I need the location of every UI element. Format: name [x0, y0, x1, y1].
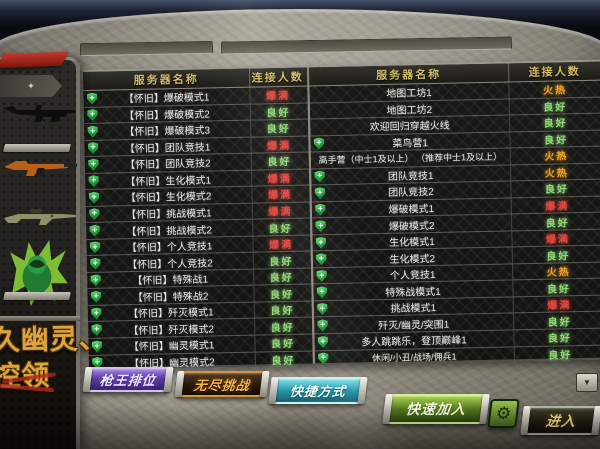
quick-join-button[interactable]: 快速加入: [382, 394, 490, 424]
server-load-status: 良好: [249, 103, 307, 120]
column-header-player-count: 连接人数: [507, 61, 600, 82]
button-label: 无尽挑战: [192, 377, 251, 393]
promo-banner-text: 久幽灵、 控领: [0, 321, 108, 395]
gear-icon: ⚙: [494, 403, 513, 423]
server-load-status: 良好: [250, 119, 307, 137]
black-rifle-image: [3, 105, 75, 122]
server-load-status: 良好: [254, 334, 311, 352]
server-load-status: 爆满: [511, 229, 600, 247]
server-load-status: 爆满: [250, 136, 307, 153]
server-load-status: 爆满: [249, 86, 306, 104]
server-load-status: 爆满: [251, 169, 308, 186]
server-name: 休闲/小丑/战场/佣兵1: [371, 351, 457, 364]
button-label: 快速加入: [405, 401, 467, 417]
endless-challenge-button[interactable]: 无尽挑战: [174, 371, 270, 397]
server-load-status: 良好: [508, 113, 600, 132]
server-load-status: 火热: [509, 163, 600, 181]
button-end-cap: [82, 367, 93, 392]
server-load-status: 良好: [509, 130, 600, 148]
server-load-status: 良好: [511, 245, 600, 264]
server-table-main: 服务器名称 连接人数 地图工坊1 火热 地图工坊2 良好 欢迎回归穿越火线 良好 + 菜鸟营1…: [306, 61, 600, 367]
server-load-status: 良好: [253, 268, 310, 285]
server-load-status: 良好: [510, 179, 600, 198]
server-load-status: 火热: [508, 80, 600, 98]
server-load-status: 良好: [253, 284, 310, 302]
down-arrow-icon: ▼: [583, 378, 591, 387]
panel-divider: [0, 316, 80, 321]
button-label: 枪王排位: [98, 373, 157, 388]
server-load-status: 爆满: [510, 196, 600, 214]
promo-line-1: 久幽灵、: [0, 322, 108, 356]
server-load-status: 火热: [509, 146, 600, 165]
server-load-status: 良好: [512, 278, 600, 297]
server-load-status: 良好: [512, 312, 600, 330]
server-load-status: 良好: [252, 251, 310, 269]
server-load-status: 爆满: [251, 185, 308, 203]
camo-sniper-image: [4, 209, 76, 225]
button-label: 进入: [545, 412, 577, 429]
server-load-status: 良好: [254, 350, 311, 368]
server-list: 地图工坊1 火热 地图工坊2 良好 欢迎回归穿越火线 良好 + 菜鸟营1 良好 高手营（中士1及以…: [309, 80, 600, 367]
ghost-creature-image: [10, 240, 68, 306]
gun-king-rank-button[interactable]: 枪王排位: [82, 367, 174, 392]
server-tables: 服务器名称 连接人数 + 【怀旧】爆破模式1 爆满 + 【怀旧】爆破模式2 良好 + 【怀旧】…: [83, 59, 600, 371]
server-load-status: 爆满: [252, 235, 309, 252]
server-load-status: 良好: [508, 97, 600, 115]
server-load-status: 良好: [510, 212, 600, 231]
column-header-server-name: 服务器名称: [133, 73, 199, 87]
server-load-status: 良好: [254, 317, 311, 335]
server-load-status: 良好: [513, 345, 600, 363]
server-list: + 【怀旧】爆破模式1 爆满 + 【怀旧】爆破模式2 良好 + 【怀旧】爆破模式3 良好 + 【怀旧…: [83, 86, 313, 371]
column-header-player-count: 连接人数: [249, 67, 306, 87]
settings-gear-button[interactable]: ⚙: [487, 399, 520, 428]
red-banner-stripe: [0, 51, 69, 68]
sparkle-icon: ✦: [27, 80, 35, 91]
server-load-status: 良好: [252, 218, 309, 236]
server-load-status: 良好: [253, 301, 311, 319]
weapon-label-plate: [3, 144, 71, 152]
weapon-label-plate: [3, 292, 71, 300]
server-load-status: 火热: [511, 262, 600, 280]
quick-mode-button[interactable]: 快捷方式: [268, 377, 368, 404]
button-label: 快捷方式: [288, 384, 347, 399]
enter-button[interactable]: 进入: [520, 406, 600, 435]
server-load-status: 良好: [250, 152, 308, 170]
server-load-status: 爆满: [251, 202, 309, 219]
frame-groove-left: [79, 40, 214, 57]
server-load-status: 爆满: [512, 295, 600, 313]
server-load-status: 良好: [513, 328, 600, 346]
weapon-showcase-panel: ✦ 久幽灵、 控领: [0, 57, 108, 449]
orange-rifle-image: [4, 161, 77, 176]
clan-emblem: ✦: [0, 75, 62, 97]
scroll-down-button[interactable]: ▼: [576, 373, 598, 392]
button-end-cap: [591, 406, 600, 435]
server-table-nostalgia: 服务器名称 连接人数 + 【怀旧】爆破模式1 爆满 + 【怀旧】爆破模式2 良好 + 【怀旧】…: [83, 67, 313, 371]
